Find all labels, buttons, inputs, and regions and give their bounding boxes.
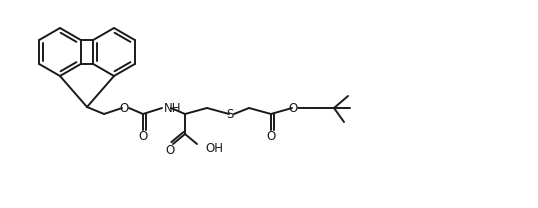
Text: S: S: [226, 108, 233, 120]
Text: O: O: [165, 145, 175, 157]
Text: O: O: [288, 102, 298, 114]
Text: O: O: [266, 130, 275, 144]
Text: NH: NH: [164, 102, 181, 114]
Text: O: O: [119, 102, 129, 114]
Text: O: O: [138, 130, 147, 144]
Text: OH: OH: [205, 141, 223, 155]
